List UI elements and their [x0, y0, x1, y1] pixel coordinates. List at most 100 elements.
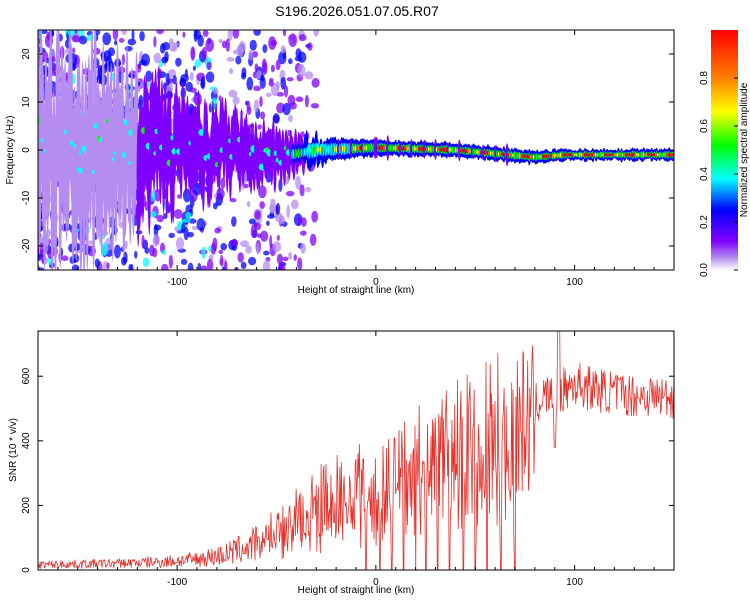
spectrogram-noise-blob: [288, 114, 293, 123]
spectrogram-x-axis: -100 0 100: [37, 30, 675, 288]
spectrogram-noise-blob: [218, 249, 224, 254]
spectrogram-noise-blob: [180, 258, 188, 265]
spectrogram-noise-blob: [156, 30, 164, 35]
snr-y-axis: 0 200 400 600: [21, 367, 674, 573]
spectrogram-noise-blob: [277, 263, 286, 270]
spectrogram-noise-blob: [176, 221, 181, 231]
spectrogram-noise-blob: [255, 70, 263, 80]
spectrogram-noise-blob: [276, 234, 280, 241]
spectrogram-noise-blob: [276, 80, 280, 91]
spectrogram-noise-blob: [141, 53, 151, 67]
spectrogram-y-axis: -20 -10 0 10 20: [21, 48, 674, 253]
spectrogram-noise-blob: [152, 234, 160, 247]
spectrogram-noise-blob: [256, 233, 262, 238]
colorbar-label: Normalized spectral amplitude: [739, 82, 750, 217]
spectrogram-noise-blob: [71, 35, 81, 43]
spectrogram-noise-blob: [168, 232, 175, 239]
spectrogram-noise-blob: [156, 214, 165, 223]
spectrogram-noise-blob: [259, 96, 263, 107]
colorbar-tick-label: 0.6: [699, 119, 710, 133]
spectrogram-noise-blob: [240, 261, 247, 270]
spectrogram-noise-blob: [275, 202, 281, 215]
spectrogram-noise-blob: [182, 31, 186, 38]
spectrogram-noise-blob: [295, 48, 302, 59]
snr-y-tick-label: 0: [21, 567, 32, 573]
spectrogram-noise-blob: [185, 204, 193, 214]
spectrogram-noise-blob: [256, 243, 260, 255]
spectrogram-noise-blob: [221, 40, 227, 49]
spectrogram-noise-blob: [238, 41, 246, 54]
spectrogram-noise-blob: [286, 204, 291, 219]
spectrogram-noise-blob: [101, 242, 108, 256]
spectrogram-noise-blob: [208, 254, 214, 261]
spectrogram-noise-blob: [300, 131, 305, 138]
spectrogram-noise-blob: [196, 218, 206, 232]
spectrogram-noise-blob: [102, 32, 112, 46]
snr-x-axis: -100 0 100: [37, 331, 675, 588]
colorbar-axis: 0.0 0.2 0.4 0.6 0.8: [699, 71, 738, 277]
spectrogram-noise-blob: [263, 250, 270, 256]
spectrogram-noise-blob: [253, 85, 262, 92]
spectrogram-noise-blob: [94, 258, 100, 268]
spectrogram-x-tick-label: 100: [566, 277, 583, 288]
spectrogram-noise-blob: [200, 76, 206, 90]
spectrogram-noise-blob: [289, 102, 297, 110]
spectrogram-noise-blob: [220, 243, 228, 251]
spectrogram-noise-blob: [232, 96, 240, 105]
spectrogram-noise-blob: [182, 188, 191, 203]
spectrogram-noise-blob: [86, 34, 95, 42]
spectrogram-noise-blob: [304, 94, 309, 108]
spectrogram-noise-blob: [235, 55, 242, 65]
spectrogram-noise-blob: [286, 77, 294, 82]
spectrogram-noise-blob: [201, 46, 207, 59]
spectrogram-noise-blob: [268, 80, 274, 87]
colorbar-tick-label: 0.0: [699, 263, 710, 277]
spectrogram-noise-blob: [168, 38, 174, 46]
spectrogram-noise-blob: [232, 49, 238, 55]
spectrogram-noise-blob: [218, 38, 223, 44]
colorbar-gradient: [711, 30, 738, 270]
snr-x-tick-label: -100: [167, 577, 187, 588]
spectrogram-noise-blob: [297, 64, 306, 78]
spectrogram-noise-blob: [152, 247, 158, 258]
spectrogram-noise-blob: [295, 96, 304, 103]
spectrogram-noise-blob: [228, 89, 238, 98]
spectrogram-noise-blob: [220, 177, 226, 189]
spectrogram-noise-blob: [200, 265, 208, 270]
spectrogram-noise-blob: [246, 76, 254, 91]
spectrogram-noise-blob: [220, 254, 224, 267]
spectrogram-noise-blob: [280, 45, 286, 54]
spectrogram-noise-blob: [127, 38, 137, 46]
spectrogram-noise-blob: [103, 50, 112, 62]
spectrogram-noise-blob: [300, 243, 306, 254]
spectrogram-noise-blob: [224, 260, 228, 270]
spectrogram-noise-blob: [61, 255, 69, 261]
spectrogram-noise-blob: [131, 30, 135, 41]
spectrogram-noise-blob: [88, 240, 93, 245]
spectrogram-band-core: [671, 153, 674, 157]
spectrogram-noise-blob: [298, 34, 307, 42]
spectrogram-noise-blob: [114, 39, 118, 46]
spectrogram-noise-blob: [272, 113, 280, 124]
spectrogram-noise-blob: [175, 237, 185, 251]
spectrogram-y-tick-label: 10: [21, 96, 32, 108]
spectrogram-noise-blob: [230, 239, 239, 247]
snr-y-tick-label: 600: [21, 367, 32, 384]
spectrogram-noise-blob: [227, 30, 233, 41]
spectrogram-noise-blob: [299, 230, 307, 236]
spectrogram-noise-blob: [282, 30, 287, 37]
spectrogram-noise-blob: [311, 210, 319, 223]
spectrogram-noise-blob: [272, 241, 282, 253]
spectrogram-noise-blob: [161, 249, 167, 256]
spectrogram-noise-blob: [192, 65, 196, 71]
spectrogram-noise-blob: [158, 59, 163, 68]
spectrogram-noise-blob: [280, 77, 287, 90]
spectrogram-noise-blob: [216, 193, 222, 201]
spectrogram-noise-blob: [260, 111, 266, 120]
spectrogram-noise-blob: [141, 234, 145, 249]
spectrogram-noise-blob: [161, 56, 169, 64]
spectrogram-noise-blob: [189, 87, 197, 93]
spectrogram-y-tick-label: 0: [21, 147, 32, 153]
spectrogram-noise-blob: [212, 87, 219, 94]
